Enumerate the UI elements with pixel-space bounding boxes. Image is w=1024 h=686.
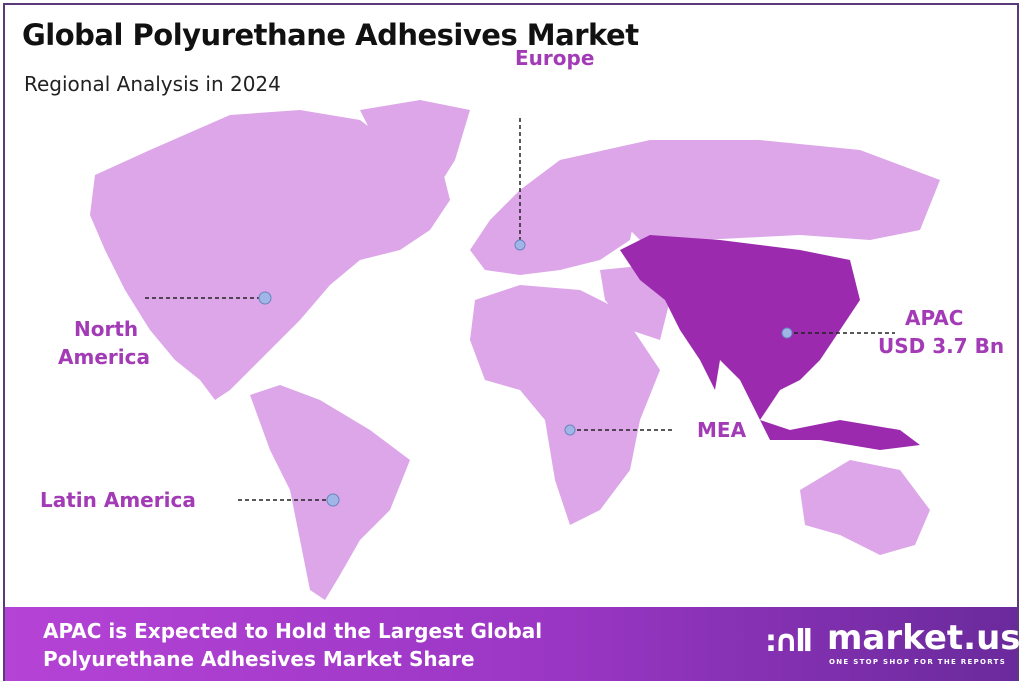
apac-marker: [781, 327, 793, 339]
north-america-marker: [258, 291, 272, 305]
europe-label: Europe: [515, 46, 595, 70]
north-america-label-line1: North: [74, 317, 139, 341]
footer-message: APAC is Expected to Hold the Largest Glo…: [43, 617, 542, 673]
australia-shape: [800, 460, 930, 555]
world-map: [90, 100, 940, 600]
footer-line-1: APAC is Expected to Hold the Largest Glo…: [43, 619, 543, 643]
mea-marker: [564, 424, 576, 436]
north-america-label-line2: America: [58, 345, 150, 369]
logo-tagline: ONE STOP SHOP FOR THE REPORTS: [829, 658, 1007, 666]
latin-america-label: Latin America: [40, 488, 196, 512]
mea-label: MEA: [697, 418, 747, 442]
apac-shape: [620, 235, 920, 450]
apac-label: APAC: [905, 306, 964, 330]
greenland-shape: [360, 100, 470, 200]
africa-shape: [470, 285, 660, 525]
footer-line-2: Polyurethane Adhesives Market Share: [43, 647, 475, 671]
apac-value: USD 3.7 Bn: [878, 334, 1005, 358]
logo-name: market.us: [827, 618, 1021, 658]
logo-mark-icon: :∩ll: [765, 624, 813, 659]
page-title: Global Polyurethane Adhesives Market: [22, 18, 639, 52]
russia-shape: [560, 140, 940, 240]
north-america-shape: [90, 110, 450, 400]
latin-america-marker: [326, 493, 340, 507]
latin-america-shape: [250, 385, 410, 600]
page-subtitle: Regional Analysis in 2024: [24, 72, 281, 96]
europe-marker: [514, 239, 526, 251]
footer-banner: APAC is Expected to Hold the Largest Glo…: [5, 607, 1021, 681]
